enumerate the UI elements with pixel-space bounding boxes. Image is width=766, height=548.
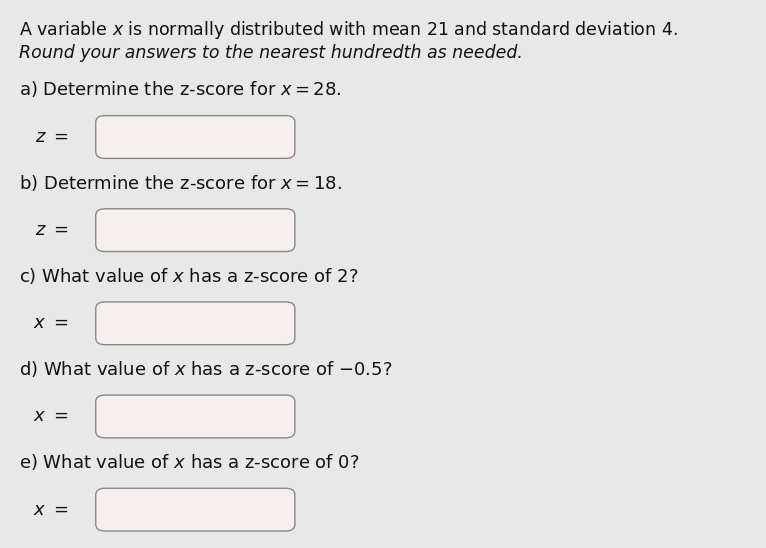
Text: a) Determine the z-score for $x = 28$.: a) Determine the z-score for $x = 28$.	[19, 79, 342, 99]
FancyBboxPatch shape	[96, 395, 295, 438]
FancyBboxPatch shape	[96, 116, 295, 158]
Text: $x$ $=$: $x$ $=$	[34, 408, 69, 425]
Text: $x$ $=$: $x$ $=$	[34, 501, 69, 518]
Text: $z$ $=$: $z$ $=$	[35, 221, 69, 239]
Text: e) What value of $x$ has a z-score of 0?: e) What value of $x$ has a z-score of 0?	[19, 452, 360, 472]
FancyBboxPatch shape	[96, 209, 295, 252]
Text: A variable $x$ is normally distributed with mean 21 and standard deviation 4.: A variable $x$ is normally distributed w…	[19, 19, 678, 41]
FancyBboxPatch shape	[96, 302, 295, 345]
Text: Round your answers to the nearest hundredth as needed.: Round your answers to the nearest hundre…	[19, 44, 523, 62]
Text: b) Determine the z-score for $x = 18$.: b) Determine the z-score for $x = 18$.	[19, 173, 342, 192]
FancyBboxPatch shape	[96, 488, 295, 531]
Text: $x$ $=$: $x$ $=$	[34, 315, 69, 332]
Text: c) What value of $x$ has a z-score of 2?: c) What value of $x$ has a z-score of 2?	[19, 266, 358, 286]
Text: $z$ $=$: $z$ $=$	[35, 128, 69, 146]
Text: d) What value of $x$ has a z-score of $-0.5$?: d) What value of $x$ has a z-score of $-…	[19, 359, 392, 379]
